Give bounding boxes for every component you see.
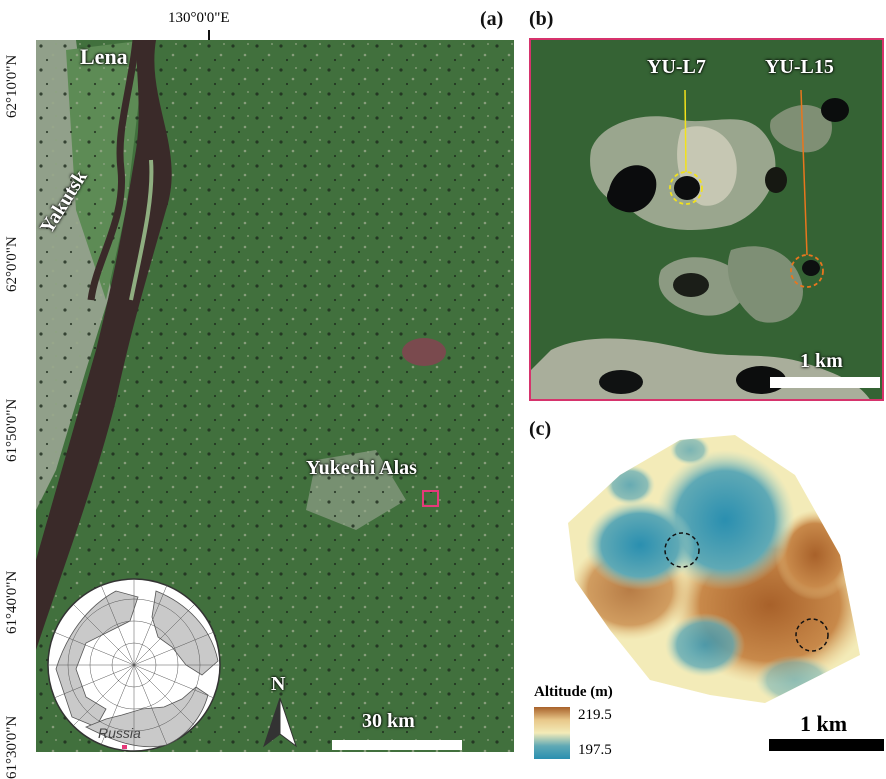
location-marker: [122, 745, 127, 749]
panel-c-label: (c): [529, 418, 552, 440]
scale-bar-b: [770, 377, 880, 388]
scale-c-label: 1 km: [800, 711, 848, 736]
scale-bar-a: [332, 740, 462, 750]
dem-altitude-map: [568, 435, 860, 703]
yu-l15-circle: [790, 254, 824, 288]
arctic-inset-map: [47, 578, 221, 752]
yu-l7-label: YU-L7: [647, 56, 706, 78]
lat-label-3: 61°50'0"N: [4, 398, 20, 462]
yu-l7-leader-line: [684, 89, 687, 173]
lat-label-1: 62°10'0"N: [4, 54, 20, 118]
russia-label: Russia: [98, 725, 141, 741]
dem-yu-l15-circle: [795, 618, 829, 652]
lat-label-2: 62°0'0"N: [4, 236, 20, 292]
scale-b-label: 1 km: [800, 350, 843, 372]
legend-min: 197.5: [578, 742, 612, 758]
lat-label-5: 61°30'0"N: [4, 715, 20, 779]
study-area-box: [422, 490, 439, 507]
legend-title: Altitude (m): [534, 684, 613, 700]
yu-l7-circle: [669, 171, 703, 205]
yu-l15-label: YU-L15: [765, 56, 834, 78]
yu-l15-leader-line: [800, 89, 808, 256]
longitude-label: 130°0'0"E: [168, 10, 230, 26]
panel-a-label: (a): [480, 8, 504, 30]
legend-color-ramp: [534, 707, 570, 759]
north-label: N: [271, 673, 286, 695]
longitude-tick: [208, 30, 210, 40]
lena-label: Lena: [80, 44, 128, 69]
legend-max: 219.5: [578, 707, 612, 723]
dem-yu-l7-circle: [664, 532, 700, 568]
panel-b-frame: [529, 38, 884, 401]
yukechi-alas-label: Yukechi Alas: [306, 457, 417, 479]
panel-b-label: (b): [529, 8, 554, 30]
satellite-detail-map: [531, 40, 884, 401]
scale-a-label: 30 km: [362, 710, 415, 732]
north-arrow-icon: [263, 697, 297, 748]
scale-bar-c: [769, 739, 884, 751]
lat-label-4: 61°40'0"N: [4, 570, 20, 634]
